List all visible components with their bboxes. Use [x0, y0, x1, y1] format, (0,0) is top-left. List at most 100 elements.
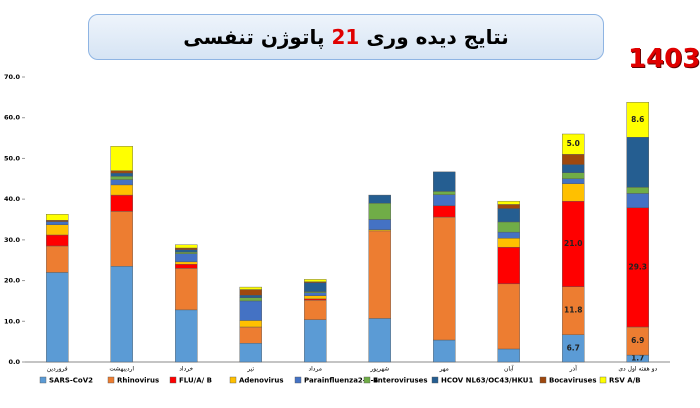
value-label: 6.7: [567, 343, 580, 352]
bar-segment: [175, 309, 198, 363]
bar-segment: [46, 272, 69, 363]
bar-segment: [433, 205, 456, 218]
bar-segment: [46, 234, 69, 247]
bar-segment: [46, 245, 69, 273]
value-label: 11.8: [564, 306, 583, 315]
bar-segment: [175, 268, 198, 311]
x-tick-label: خرداد: [179, 366, 193, 373]
bar-segment: [562, 183, 585, 202]
bar-segment: [497, 238, 520, 248]
legend-swatch: [599, 376, 607, 384]
x-tick-label: دو هفته اول دی: [618, 366, 657, 373]
bar-segment: [368, 318, 391, 363]
bar-segment: [175, 247, 198, 250]
bar-segment: [304, 295, 327, 300]
bar-segment: [562, 178, 585, 184]
x-tick-label: مهر: [439, 366, 449, 373]
bar-segment: [239, 343, 262, 363]
bar-segment: [497, 246, 520, 285]
bar-segment: [626, 137, 649, 188]
bar-segment: [175, 251, 198, 254]
bar-segment: [304, 319, 327, 363]
legend-label: FLU/A/ B: [179, 377, 212, 385]
title-part: نتایج دیده وری: [366, 25, 509, 49]
bar-segment: [497, 348, 520, 363]
x-tick-label: اردیبهشت: [109, 366, 134, 373]
bar-segment: [626, 102, 649, 138]
value-label: 29.3: [628, 262, 647, 271]
bar-segment: [46, 221, 69, 225]
x-tick-label: شهریور: [369, 366, 389, 373]
legend-swatch: [539, 376, 547, 384]
title-part: پاتوژن تنفسی: [183, 25, 325, 49]
x-tick-label: فروردین: [47, 366, 68, 373]
bar-segment: [239, 286, 262, 290]
x-tick-label: آذر: [569, 364, 578, 373]
y-tick-label: 70.0: [4, 73, 21, 81]
y-tick-label: 20.0: [4, 277, 21, 285]
legend-swatch: [39, 376, 47, 384]
bar-segment: [562, 172, 585, 179]
bar-segment: [497, 204, 520, 209]
title-box: نتایج دیده وری 21 پاتوژن تنفسی: [88, 14, 604, 60]
bar-segment: [433, 194, 456, 206]
bar-segment: [110, 266, 133, 363]
y-tick-label: 50.0: [4, 154, 21, 162]
legend-label: SARS-CoV2: [49, 377, 93, 385]
bar-segment: [304, 292, 327, 296]
bar-segment: [497, 200, 520, 205]
bar-segment: [562, 164, 585, 173]
bar-segment: [175, 249, 198, 253]
value-label: 6.9: [631, 336, 644, 345]
bar-segment: [239, 320, 262, 328]
bar-segment: [239, 326, 262, 344]
bar-segment: [239, 297, 262, 302]
bar-segment: [368, 194, 391, 204]
bar-segment: [368, 219, 391, 230]
y-tick-label: 10.0: [4, 317, 21, 325]
legend-label: Rhinovirus: [117, 377, 159, 385]
legend-swatch: [431, 376, 439, 384]
bar-segment: [304, 299, 327, 320]
bar-segment: [239, 289, 262, 296]
legend-label: RSV A/B: [609, 377, 641, 385]
legend-swatch: [363, 376, 371, 384]
bar-segment: [368, 230, 391, 319]
legend-swatch: [294, 376, 302, 384]
bar-segment: [433, 191, 456, 195]
legend-swatch: [229, 376, 237, 384]
bar-segment: [175, 244, 198, 249]
bar-segment: [46, 214, 69, 221]
bar-segment: [433, 339, 456, 363]
bar-segment: [497, 221, 520, 233]
bar-segment: [175, 264, 198, 269]
legend-swatch: [169, 376, 177, 384]
bar-segment: [562, 154, 585, 165]
value-label: 8.6: [631, 115, 644, 124]
value-label: 1.7: [631, 354, 644, 363]
bar-segment: [110, 211, 133, 267]
bar-segment: [239, 300, 262, 321]
legend-label: HCOV NL63/OC43/HKU1: [441, 377, 533, 385]
title-part: 21: [331, 25, 360, 49]
bar-segment: [304, 279, 327, 282]
bar-segment: [110, 194, 133, 212]
bar-segment: [497, 231, 520, 239]
bar-segment: [433, 216, 456, 341]
y-tick-label: 40.0: [4, 195, 21, 203]
bar-segment: [110, 172, 133, 177]
bar-segment: [110, 184, 133, 196]
bar-segment: [433, 171, 456, 192]
bar-segment: [110, 170, 133, 174]
legend-label: Bocaviruses: [549, 377, 597, 385]
value-label: 5.0: [567, 139, 580, 148]
bar-segment: [626, 193, 649, 208]
bar-segment: [562, 133, 585, 155]
bar-segment: [175, 261, 198, 265]
bar-segment: [239, 295, 262, 298]
legend-swatch: [107, 376, 115, 384]
bar-segment: [626, 187, 649, 194]
y-tick-label: 60.0: [4, 114, 21, 122]
x-tick-label: مرداد: [308, 366, 322, 373]
